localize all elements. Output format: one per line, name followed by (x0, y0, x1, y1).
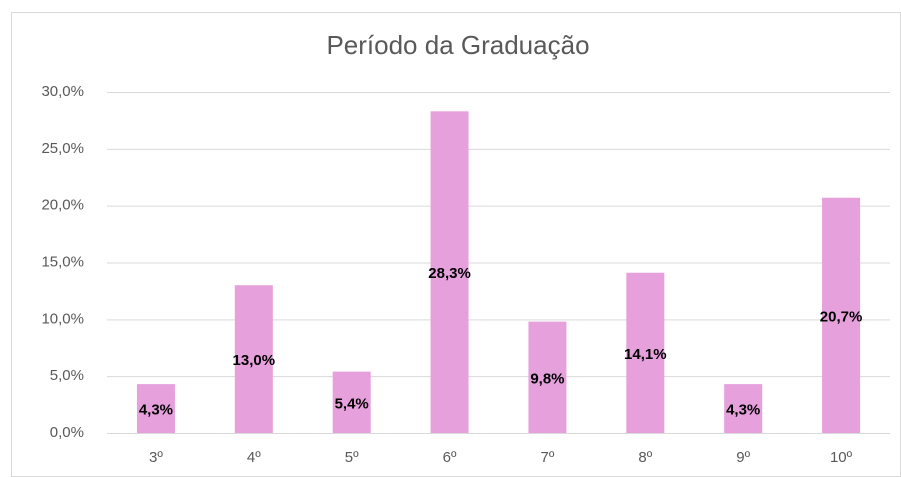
y-tick-label: 5,0% (50, 367, 84, 384)
x-tick-label: 4º (247, 449, 261, 466)
x-tick-label: 5º (345, 449, 359, 466)
data-label: 20,7% (820, 308, 863, 325)
bar (626, 272, 665, 433)
y-tick-label: 10,0% (41, 310, 84, 327)
y-tick-label: 20,0% (41, 197, 84, 214)
x-tick-label: 9º (736, 449, 750, 466)
data-label: 14,1% (624, 346, 667, 363)
y-tick-label: 0,0% (50, 424, 84, 441)
bar (528, 321, 567, 433)
y-tick-label: 25,0% (41, 140, 84, 157)
x-tick-label: 3º (149, 449, 163, 466)
data-label: 9,8% (530, 370, 564, 387)
y-tick-label: 15,0% (41, 253, 84, 270)
data-label: 5,4% (335, 395, 369, 412)
bar (136, 384, 175, 433)
x-tick-label: 8º (638, 449, 652, 466)
data-label: 13,0% (233, 352, 276, 369)
bar (822, 197, 861, 433)
y-tick-label: 30,0% (41, 83, 84, 100)
data-label: 4,3% (726, 402, 760, 419)
bar (234, 285, 273, 433)
x-tick-label: 6º (443, 449, 457, 466)
chart-title: Período da Graduação (326, 30, 589, 60)
data-label: 4,3% (139, 402, 173, 419)
data-label: 28,3% (428, 265, 471, 282)
x-tick-label: 7º (541, 449, 555, 466)
x-tick-label: 10º (830, 449, 853, 466)
bar (430, 111, 469, 433)
bar (724, 384, 763, 433)
bar (332, 371, 371, 433)
